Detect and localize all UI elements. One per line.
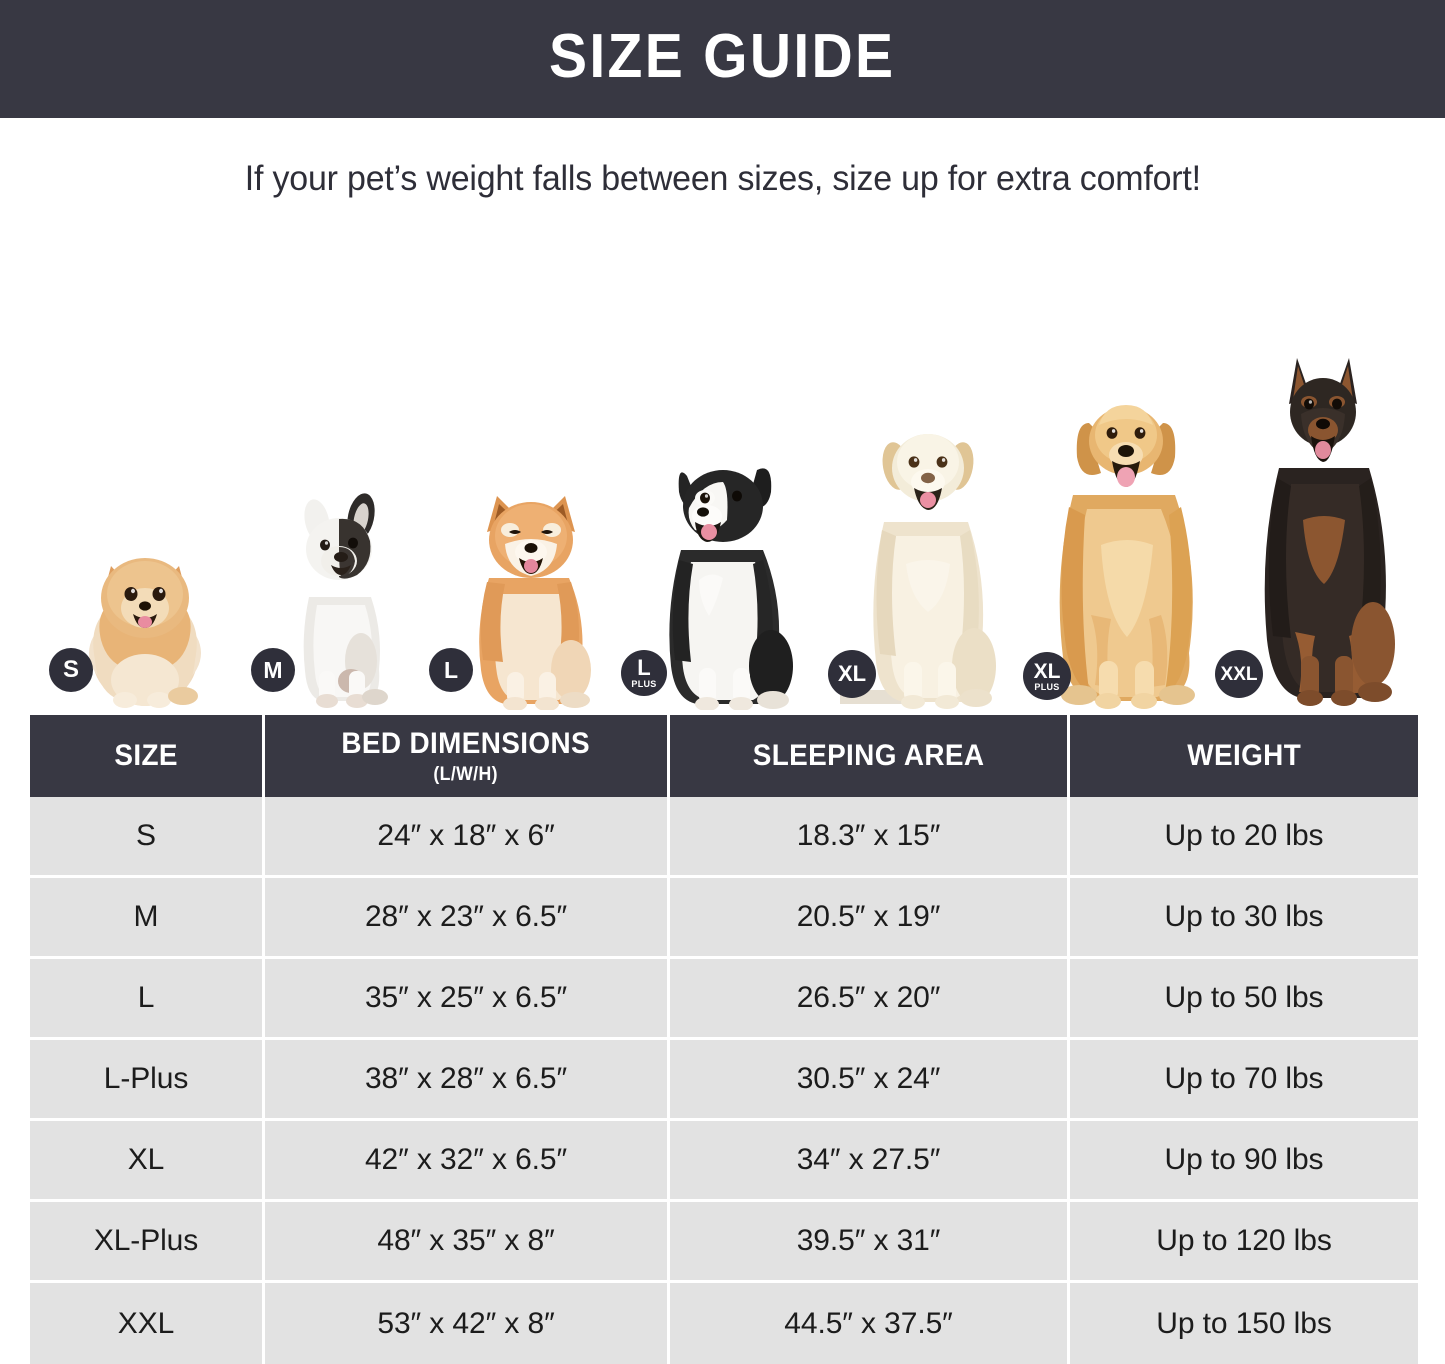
cell-size: S (30, 797, 265, 875)
cell-sleeping: 26.5″ x 20″ (670, 959, 1070, 1037)
cell-size: XL-Plus (30, 1202, 265, 1280)
size-badge-xl-label: XL (837, 661, 867, 686)
cell-size: L (30, 959, 265, 1037)
doberman-illustration (1264, 358, 1395, 706)
cell-weight: Up to 90 lbs (1164, 1143, 1324, 1176)
cell-weight: Up to 50 lbs (1164, 981, 1324, 1014)
dog-slot-s: S (49, 510, 235, 710)
table-header-bed-dimensions: BED DIMENSIONS (L/W/H) (265, 715, 670, 797)
cell-dimensions: 38″ x 28″ x 6.5″ (265, 1040, 670, 1118)
dog-slot-xl-plus: XL PLUS (1023, 365, 1220, 710)
page-header-banner: SIZE GUIDE (0, 0, 1445, 118)
table-row: L 35″ x 25″ x 6.5″ 26.5″ x 20″ Up to 50 … (30, 959, 1418, 1040)
table-header-bed-dimensions-label: BED DIMENSIONS (341, 726, 591, 760)
cell-sleeping: 18.3″ x 15″ (670, 797, 1070, 875)
size-badge-s-label: S (62, 656, 79, 683)
cell-weight: Up to 150 lbs (1156, 1306, 1332, 1340)
subtitle-text: If your pet’s weight falls between sizes… (244, 159, 1201, 198)
table-row: S 24″ x 18″ x 6″ 18.3″ x 15″ Up to 20 lb… (30, 797, 1418, 878)
page-title: SIZE GUIDE (549, 22, 896, 91)
dog-slot-m: M (251, 485, 415, 710)
cell-weight: Up to 30 lbs (1164, 900, 1324, 933)
size-badge-m: M (251, 648, 295, 692)
table-row: XXL 53″ x 42″ x 8″ 44.5″ x 37.5″ Up to 1… (30, 1283, 1418, 1364)
table-row: XL-Plus 48″ x 35″ x 8″ 39.5″ x 31″ Up to… (30, 1202, 1418, 1283)
cell-weight: Up to 20 lbs (1164, 819, 1324, 852)
size-badge-l: L (429, 648, 473, 692)
size-badge-xl-plus: XL PLUS (1023, 652, 1071, 700)
golden-retriever-illustration (1059, 405, 1195, 709)
table-header-size: SIZE (30, 715, 265, 797)
cell-weight: Up to 70 lbs (1164, 1062, 1324, 1095)
cell-sleeping: 39.5″ x 31″ (670, 1202, 1070, 1280)
size-badge-s: S (49, 648, 93, 692)
size-badge-l-label: L (443, 656, 459, 683)
cell-weight: Up to 120 lbs (1156, 1224, 1332, 1257)
table-row: L-Plus 38″ x 28″ x 6.5″ 30.5″ x 24″ Up t… (30, 1040, 1418, 1121)
size-badge-l-plus: L PLUS (621, 650, 667, 696)
cell-dimensions: 28″ x 23″ x 6.5″ (265, 878, 670, 956)
size-badge-xl-plus-label: XL (1033, 659, 1061, 683)
cell-size: L-Plus (30, 1040, 265, 1118)
cell-dimensions: 24″ x 18″ x 6″ (265, 797, 670, 875)
size-badge-xl-plus-sublabel: PLUS (1034, 681, 1060, 692)
dog-slot-xxl: XXL (1215, 340, 1410, 710)
cell-dimensions: 35″ x 25″ x 6.5″ (265, 959, 670, 1037)
table-row: M 28″ x 23″ x 6.5″ 20.5″ x 19″ Up to 30 … (30, 878, 1418, 959)
size-badge-m-label: M (263, 656, 283, 683)
shiba-inu-illustration (479, 496, 591, 710)
cell-size: XXL (30, 1283, 265, 1364)
size-badge-xxl-label: XXL (1220, 663, 1258, 685)
cell-size: XL (30, 1121, 265, 1199)
cell-sleeping: 44.5″ x 37.5″ (670, 1283, 1070, 1364)
table-header-weight: WEIGHT (1070, 715, 1418, 797)
size-badge-xl: XL (828, 650, 876, 698)
table-header-sleeping-area: SLEEPING AREA (670, 715, 1070, 797)
cell-sleeping: 30.5″ x 24″ (670, 1040, 1070, 1118)
subtitle-container: If your pet’s weight falls between sizes… (0, 118, 1445, 240)
cell-size: M (30, 878, 265, 956)
dog-size-illustrations: S (0, 240, 1445, 710)
cell-dimensions: 42″ x 32″ x 6.5″ (265, 1121, 670, 1199)
dog-slot-xl: XL (828, 390, 1015, 710)
dog-slot-l: L (429, 448, 618, 710)
size-badge-l-plus-sublabel: PLUS (631, 679, 657, 689)
table-header-size-label: SIZE (114, 739, 178, 772)
size-badge-xxl: XXL (1215, 650, 1263, 698)
table-header-row: SIZE BED DIMENSIONS (L/W/H) SLEEPING ARE… (30, 715, 1418, 797)
table-header-bed-dimensions-sublabel: (L/W/H) (433, 763, 499, 785)
dog-slot-l-plus: L PLUS (621, 420, 813, 710)
cell-dimensions: 53″ x 42″ x 8″ (265, 1283, 670, 1364)
table-header-sleeping-area-label: SLEEPING AREA (752, 739, 985, 772)
table-header-weight-label: WEIGHT (1187, 739, 1301, 772)
cell-sleeping: 20.5″ x 19″ (670, 878, 1070, 956)
cell-dimensions: 48″ x 35″ x 8″ (265, 1202, 670, 1280)
cell-sleeping: 34″ x 27.5″ (670, 1121, 1070, 1199)
french-bulldog-illustration (303, 493, 388, 708)
table-row: XL 42″ x 32″ x 6.5″ 34″ x 27.5″ Up to 90… (30, 1121, 1418, 1202)
pomeranian-illustration (89, 558, 201, 708)
size-chart-table: SIZE BED DIMENSIONS (L/W/H) SLEEPING ARE… (30, 715, 1418, 1364)
size-badge-l-plus-label: L (637, 655, 651, 680)
border-collie-illustration (669, 468, 793, 710)
